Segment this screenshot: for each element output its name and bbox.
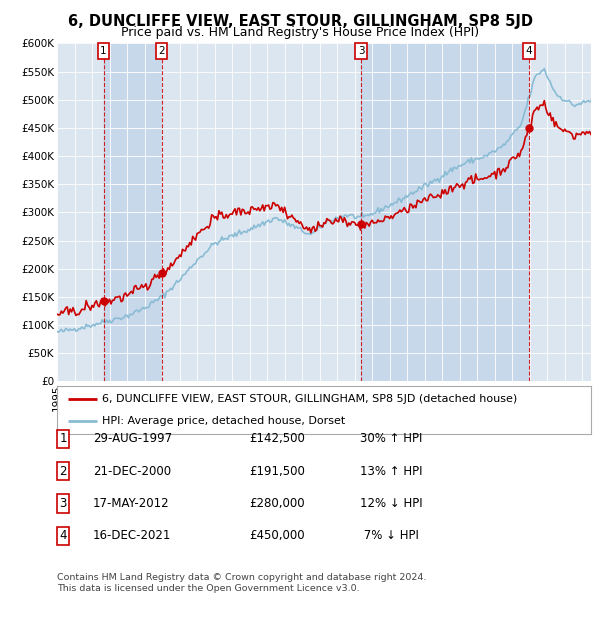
Text: Contains HM Land Registry data © Crown copyright and database right 2024.
This d: Contains HM Land Registry data © Crown c…: [57, 574, 427, 593]
Text: HPI: Average price, detached house, Dorset: HPI: Average price, detached house, Dors…: [103, 416, 346, 426]
Text: 13% ↑ HPI: 13% ↑ HPI: [360, 465, 422, 477]
Text: 16-DEC-2021: 16-DEC-2021: [93, 529, 172, 542]
Text: 17-MAY-2012: 17-MAY-2012: [93, 497, 170, 510]
Text: 3: 3: [358, 46, 365, 56]
Text: 4: 4: [526, 46, 532, 56]
Text: 21-DEC-2000: 21-DEC-2000: [93, 465, 171, 477]
Bar: [57, 43, 104, 381]
Text: 2: 2: [59, 465, 67, 477]
Bar: [361, 43, 529, 381]
Text: £280,000: £280,000: [249, 497, 305, 510]
Text: 3: 3: [59, 497, 67, 510]
Text: 4: 4: [59, 529, 67, 542]
Text: £191,500: £191,500: [249, 465, 305, 477]
Text: 1: 1: [59, 433, 67, 445]
Bar: [529, 43, 591, 381]
Text: 12% ↓ HPI: 12% ↓ HPI: [360, 497, 422, 510]
Text: 7% ↓ HPI: 7% ↓ HPI: [360, 529, 419, 542]
Text: 6, DUNCLIFFE VIEW, EAST STOUR, GILLINGHAM, SP8 5JD: 6, DUNCLIFFE VIEW, EAST STOUR, GILLINGHA…: [67, 14, 533, 29]
Text: £142,500: £142,500: [249, 433, 305, 445]
Text: 6, DUNCLIFFE VIEW, EAST STOUR, GILLINGHAM, SP8 5JD (detached house): 6, DUNCLIFFE VIEW, EAST STOUR, GILLINGHA…: [103, 394, 518, 404]
Text: Price paid vs. HM Land Registry's House Price Index (HPI): Price paid vs. HM Land Registry's House …: [121, 26, 479, 39]
Text: 29-AUG-1997: 29-AUG-1997: [93, 433, 172, 445]
Bar: [104, 43, 161, 381]
Text: 2: 2: [158, 46, 165, 56]
Text: £450,000: £450,000: [249, 529, 305, 542]
Bar: [161, 43, 361, 381]
Text: 1: 1: [100, 46, 107, 56]
Text: 30% ↑ HPI: 30% ↑ HPI: [360, 433, 422, 445]
